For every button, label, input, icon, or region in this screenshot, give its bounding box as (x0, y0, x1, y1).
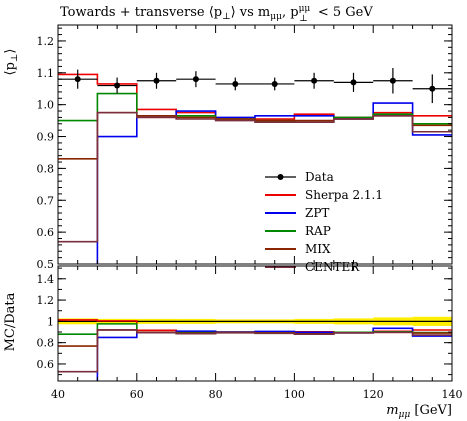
title-text: < 5 GeV (314, 5, 374, 20)
ratio-series-layer (58, 319, 452, 381)
legend: Data Sherpa 2.1.1 ZPT RAP MIX CENTER (265, 170, 383, 274)
y-tick-label: 1.2 (37, 35, 55, 48)
legend-marker-data (277, 174, 284, 180)
ratio-y-tick-label: 1 (47, 315, 54, 328)
series-line-zpt (96, 102, 452, 264)
legend-label: ZPT (305, 206, 329, 220)
legend-label: MIX (305, 242, 331, 256)
title-sup: μμ (299, 4, 311, 14)
data-point (429, 85, 436, 92)
main-panel: 0.5 0.6 0.7 0.8 0.9 1.0 1.1 1.2 (37, 24, 453, 271)
y-axis-label: ⟨p⊥⟩ (3, 49, 20, 76)
x-axis-label: mμμ [GeV] (386, 403, 452, 420)
y-axis-label-text: ⟩ (3, 49, 18, 54)
series-line-center (58, 111, 452, 243)
y-axis-label-text: ⟨p (3, 62, 18, 75)
main-data-layer (58, 68, 452, 104)
data-point (389, 77, 396, 84)
title-sub: ⊥ (222, 12, 230, 22)
y-tick-label: 1.0 (37, 99, 55, 112)
data-point (153, 77, 160, 84)
main-y-ticks: 0.5 0.6 0.7 0.8 0.9 1.0 1.1 1.2 (37, 27, 452, 271)
title-sub: μμ (270, 12, 282, 22)
ratio-y-tick-label: 1.4 (37, 273, 55, 286)
x-tick-label: 120 (363, 388, 384, 401)
data-point (271, 80, 278, 87)
data-point (192, 76, 199, 83)
y-tick-label: 0.6 (37, 226, 55, 239)
ratio-y-axis-label: MC/Data (3, 292, 18, 351)
y-tick-label: 0.7 (37, 194, 55, 207)
title-text: , p (282, 5, 299, 20)
data-point (74, 76, 81, 83)
legend-label: RAP (305, 224, 331, 238)
y-tick-label: 0.9 (37, 131, 55, 144)
title-text: Towards + transverse ⟨p (60, 5, 222, 20)
legend-label: Data (305, 170, 334, 184)
x-tick-label: 100 (284, 388, 305, 401)
x-axis-label-text: m (386, 403, 398, 418)
x-axis-label-sub: μμ (399, 410, 411, 420)
y-tick-label: 0.8 (37, 162, 55, 175)
x-axis-label-text: [GeV] (410, 403, 452, 418)
x-tick-label: 60 (130, 388, 144, 401)
y-axis-label-sub: ⊥ (10, 54, 20, 62)
x-tick-label: 40 (51, 388, 65, 401)
y-tick-label: 1.1 (37, 67, 55, 80)
x-axis-ticks: 40 60 80 100 120 140 (51, 25, 463, 401)
legend-label: Sherpa 2.1.1 (305, 188, 383, 202)
data-point (114, 82, 121, 89)
ratio-panel: 0.6 0.8 1 1.2 1.4 (37, 265, 453, 382)
chart-title: Towards + transverse ⟨p⊥⟩ vs mμμ, pμμ ⊥ <… (60, 4, 373, 24)
x-tick-label: 80 (209, 388, 223, 401)
x-tick-label: 140 (442, 388, 463, 401)
data-point (232, 80, 239, 87)
title-text: ⟩ vs m (231, 5, 271, 20)
legend-label: CENTER (305, 260, 360, 274)
ratio-y-tick-label: 0.8 (37, 337, 55, 350)
data-point (311, 77, 318, 84)
main-plot-frame (57, 24, 453, 265)
ratio-y-ticks: 0.6 0.8 1 1.2 1.4 (37, 267, 452, 376)
y-tick-label: 0.5 (37, 258, 55, 271)
data-point (350, 79, 357, 86)
main-series-layer (58, 73, 452, 264)
ratio-y-tick-label: 1.2 (37, 294, 55, 307)
ratio-line-center (58, 329, 452, 373)
ratio-y-tick-label: 0.6 (37, 358, 55, 371)
title-sub: ⊥ (299, 14, 307, 24)
